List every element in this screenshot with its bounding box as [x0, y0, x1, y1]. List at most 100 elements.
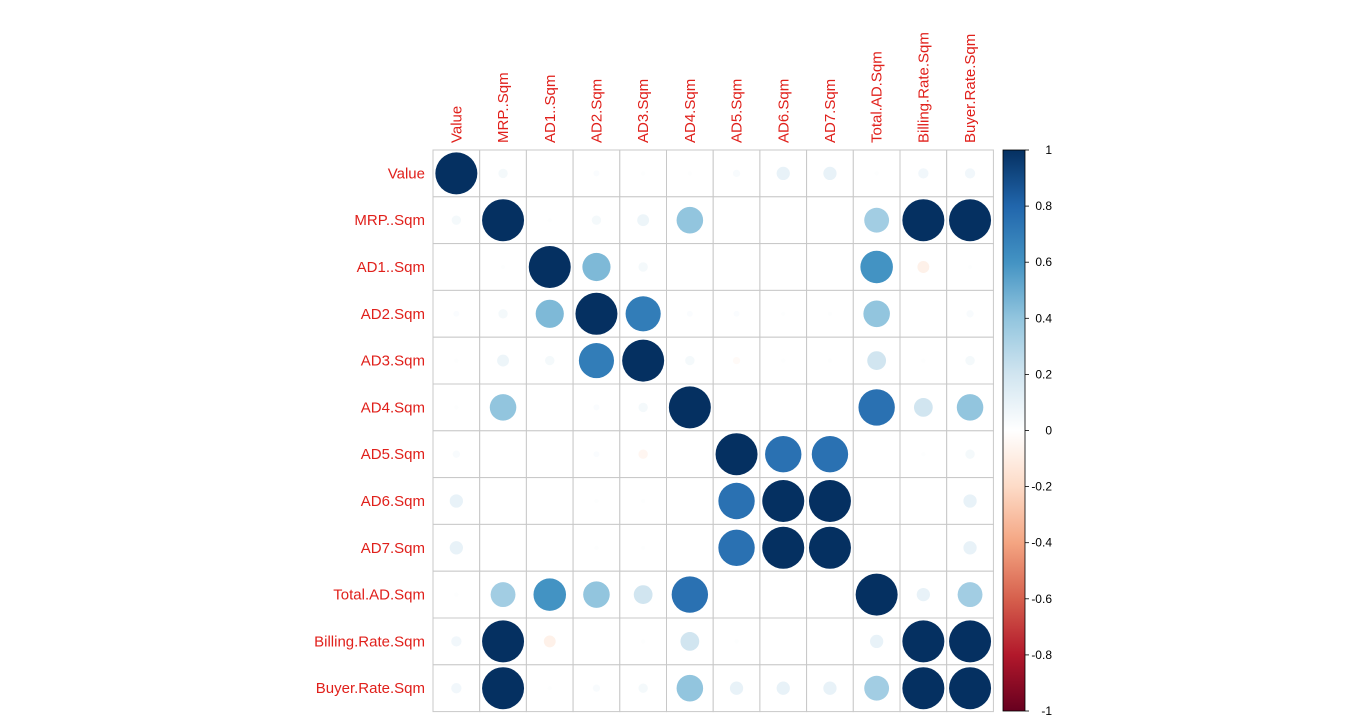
correlation-circle [641, 639, 646, 644]
correlation-circle [482, 620, 525, 663]
grid-cell [525, 383, 574, 432]
correlation-circle [498, 168, 508, 179]
row-label: Total.AD.Sqm [333, 587, 425, 604]
grid-cell [759, 570, 808, 619]
correlation-circle [582, 252, 611, 282]
correlation-circle [860, 250, 893, 284]
row-label: Billing.Rate.Sqm [314, 633, 425, 650]
correlation-circle [622, 339, 665, 382]
correlation-circle [454, 592, 459, 597]
grid-cell [712, 570, 761, 619]
correlation-circle [638, 262, 648, 272]
correlation-circle [718, 482, 755, 520]
grid-cell [712, 243, 761, 291]
correlation-circle [921, 358, 926, 363]
grid-cell [806, 570, 854, 619]
grid-cell [432, 243, 481, 291]
correlation-circle [718, 529, 755, 566]
correlation-circle [913, 398, 933, 417]
colorbar-tick-label: 1 [1045, 143, 1052, 157]
correlation-circle [858, 389, 895, 426]
correlation-circle [965, 449, 975, 459]
correlation-circle [902, 620, 945, 663]
colorbar-tick-label: 0.2 [1035, 367, 1052, 381]
correlation-circle [638, 449, 648, 459]
correlation-circle [454, 405, 459, 410]
correlation-circle [855, 573, 898, 616]
correlation-circle [482, 199, 525, 242]
grid-cell [806, 617, 854, 666]
colorbar-gradient [1002, 149, 1026, 712]
column-label: AD2.Sqm [588, 79, 605, 143]
row-label: Buyer.Rate.Sqm [316, 680, 425, 697]
column-label: AD7.Sqm [822, 79, 839, 143]
grid-cell [479, 430, 527, 479]
row-label: AD5.Sqm [361, 446, 425, 463]
correlation-circle [762, 526, 805, 569]
colorbar-tick-label: -1 [1041, 704, 1052, 718]
correlation-circle [963, 494, 977, 508]
column-label: AD3.Sqm [635, 79, 652, 143]
correlation-circle [594, 545, 599, 550]
grid-cell [899, 289, 948, 338]
correlation-circle [916, 587, 930, 602]
correlation-circle [808, 526, 851, 569]
correlation-circle [676, 674, 704, 702]
correlation-circle [676, 206, 704, 234]
correlation-circle [452, 450, 460, 458]
colorbar-tick-label: -0.6 [1031, 592, 1052, 606]
correlation-circle [482, 667, 525, 710]
colorbar-tick-label: 0.4 [1035, 311, 1052, 325]
correlation-circle [547, 686, 552, 691]
grid-cell [759, 617, 808, 666]
correlation-circle [863, 300, 890, 328]
grid-cell [712, 383, 761, 432]
grid-cell [759, 243, 808, 291]
correlation-circle [762, 480, 805, 522]
correlation-circle [641, 545, 646, 550]
correlation-circle [451, 636, 462, 647]
colorbar-tick-label: 0.8 [1035, 199, 1052, 213]
row-label: AD2.Sqm [361, 306, 425, 323]
column-label: AD5.Sqm [729, 79, 746, 143]
correlation-circle [593, 404, 600, 411]
row-label: AD3.Sqm [361, 353, 425, 370]
colorbar-tick-label: 0.6 [1035, 255, 1052, 269]
correlation-circle [781, 311, 786, 316]
column-label: AD1..Sqm [542, 75, 559, 143]
grid-cell [712, 196, 761, 245]
correlation-circle [575, 292, 618, 335]
grid-cell [525, 477, 574, 525]
correlation-circle [489, 394, 517, 421]
correlation-circles [435, 152, 992, 710]
grid-cell [525, 523, 574, 572]
correlation-circle [811, 436, 849, 473]
correlation-circle [776, 166, 790, 181]
colorbar-ticks: 1 0.8 0.6 0.4 0.2 0 -0.2 -0.4 -0.6 -0.8 -1 [1025, 143, 1052, 718]
colorbar-tick-label: -0.2 [1031, 480, 1052, 494]
correlation-circle [902, 667, 945, 710]
correlation-circle [671, 576, 709, 613]
correlation-circle [453, 310, 460, 317]
correlation-circle [641, 498, 646, 504]
correlation-circle [435, 152, 478, 195]
correlation-circle [864, 675, 890, 701]
correlation-circle [827, 358, 833, 363]
column-label: Value [448, 106, 465, 143]
grid-cell [525, 430, 574, 479]
column-label: Total.AD.Sqm [869, 51, 886, 143]
correlation-circle [827, 311, 833, 316]
correlation-circle [500, 264, 506, 270]
row-label: AD6.Sqm [361, 493, 425, 510]
column-label: Billing.Rate.Sqm [915, 32, 932, 143]
correlation-circle [528, 246, 571, 288]
grid-cell [479, 523, 527, 572]
column-label: AD6.Sqm [775, 79, 792, 143]
correlation-circle [591, 215, 602, 225]
correlation-circle [498, 309, 508, 319]
colorbar-tick-label: 0 [1045, 424, 1052, 438]
correlation-circle [633, 585, 653, 604]
correlation-circle [685, 355, 695, 366]
correlation-circle [641, 171, 646, 176]
correlation-circle [638, 683, 648, 693]
